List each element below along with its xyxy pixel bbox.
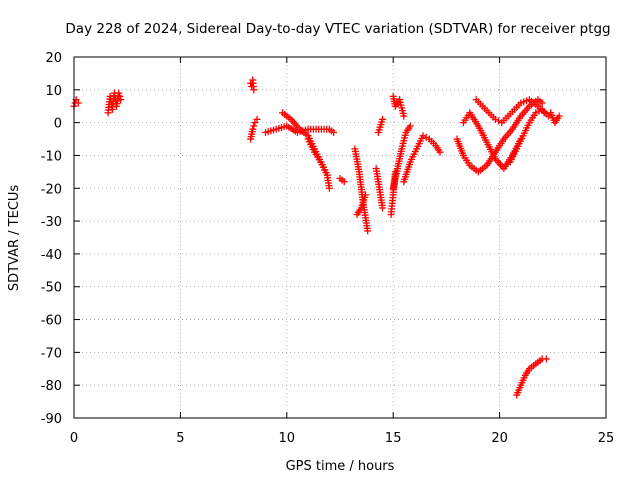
grid-lines (74, 57, 606, 418)
data-point (253, 115, 261, 123)
data-point (491, 115, 499, 123)
x-tick-label: 20 (491, 431, 508, 446)
data-point (340, 178, 348, 186)
y-tick-label: -10 (41, 149, 62, 164)
data-point (117, 96, 125, 104)
data-point (419, 132, 427, 140)
y-tick-label: -40 (41, 248, 62, 263)
x-axis-label: GPS time / hours (286, 459, 395, 474)
y-tick-label: 10 (45, 84, 62, 99)
y-tick-label: 0 (54, 117, 62, 132)
data-point (542, 355, 550, 363)
x-tick-label: 25 (598, 431, 615, 446)
y-tick-label: -60 (41, 314, 62, 329)
y-tick-label: -20 (41, 182, 62, 197)
data-point (364, 227, 372, 235)
y-axis-label: SDTVAR / TECUs (7, 185, 22, 292)
data-point (400, 112, 408, 120)
x-tick-label: 5 (176, 431, 184, 446)
y-tick-label: 20 (45, 51, 62, 66)
x-tick-label: 0 (70, 431, 78, 446)
data-point-fill (422, 133, 430, 141)
data-point (330, 128, 338, 136)
y-tick-label: -90 (41, 412, 62, 427)
data-point (379, 115, 387, 123)
data-point (325, 184, 333, 192)
data-point (74, 99, 82, 107)
y-tick-label: -50 (41, 281, 62, 296)
data-point (436, 148, 444, 156)
plot-frame (73, 56, 607, 419)
y-tick-label: -80 (41, 379, 62, 394)
data-points (70, 76, 563, 399)
data-point (532, 109, 540, 117)
data-point-fill (116, 92, 124, 100)
data-point (379, 204, 387, 212)
data-point (538, 99, 546, 107)
y-tick-label: -70 (41, 346, 62, 361)
chart-title: Day 228 of 2024, Sidereal Day-to-day VTE… (65, 21, 610, 37)
data-point-fill (250, 122, 258, 130)
y-tick-label: -30 (41, 215, 62, 230)
tick-labels: 0 5 10 15 20 25 20 10 0 -10 -20 -30 -40 -50 -60 -70 -80 -… (41, 51, 615, 446)
x-tick-label: 15 (385, 431, 402, 446)
data-point (249, 125, 257, 133)
data-point (362, 191, 370, 199)
data-point (115, 89, 123, 97)
data-point (555, 112, 563, 120)
x-tick-label: 10 (279, 431, 296, 446)
data-point (250, 86, 258, 94)
data-point (406, 122, 414, 130)
